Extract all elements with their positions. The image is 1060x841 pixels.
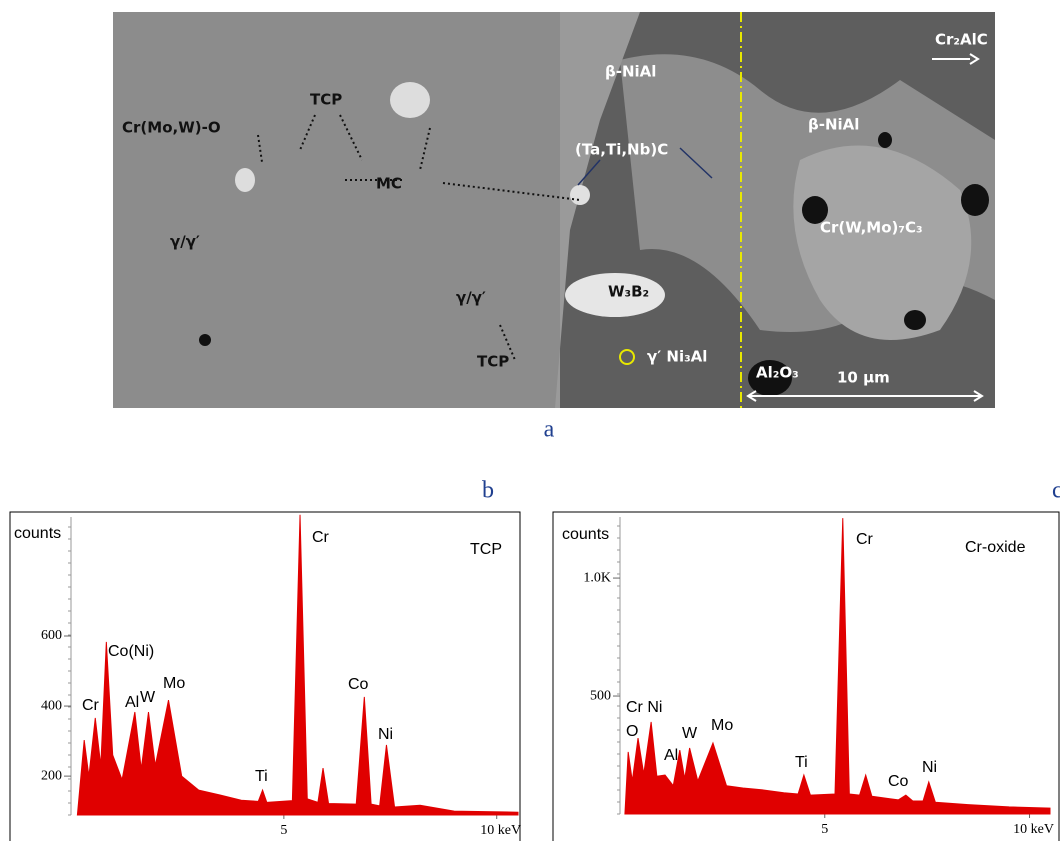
y-tick-label: 200 (41, 768, 62, 783)
frame (552, 511, 1060, 841)
peak-label: Ti (795, 754, 808, 771)
peak-label: W (140, 689, 156, 706)
micrograph-label: W₃B₂ (608, 283, 649, 301)
micrograph-labels: Cr₂AlC β-NiAl TCP Cr(Mo,W)-O MC (Ta,Ti,Nb)C β-… (122, 31, 988, 387)
micrograph-label: β-NiAl (808, 116, 859, 134)
panel-label: b (482, 478, 494, 504)
peak-label: Mo (163, 675, 185, 692)
micrograph-label: Cr₂AlC (935, 31, 988, 49)
micrograph-label: Al₂O₃ (756, 364, 799, 382)
peak-label: Al (664, 747, 678, 764)
micrograph-label: γ/γ′ (456, 289, 486, 307)
micrograph-label: β-NiAl (605, 63, 656, 81)
peak-label: Cr (856, 531, 874, 548)
micrograph-label: (Ta,Ti,Nb)C (575, 141, 668, 159)
y-axis-label: counts (14, 525, 61, 542)
note: TCP (470, 541, 502, 558)
y-axis-label: counts (562, 526, 609, 543)
x-tick-label: 5 (280, 823, 287, 838)
y-tick-label: 1.0K (583, 570, 611, 585)
micrograph-label: γ/γ′ (170, 233, 200, 251)
peak-label: Cr Ni (626, 699, 662, 716)
x-tick-label: 5 (821, 822, 828, 837)
y-tick-label: 400 (41, 698, 62, 713)
spectrum (76, 514, 519, 816)
peak-label: Ni (378, 726, 393, 743)
micrograph-label: TCP (310, 91, 342, 109)
frame (9, 511, 521, 841)
panel-label: c (1052, 478, 1060, 504)
micrograph-label: 10 μm (837, 369, 890, 387)
peak-label: Cr (312, 529, 330, 546)
peak-label: Al (125, 694, 139, 711)
micrograph-label: Cr(W,Mo)₇C₃ (820, 219, 923, 237)
spectrum (624, 518, 1051, 815)
peak-label: Co (888, 773, 909, 790)
micrograph-label: Cr(Mo,W)-O (122, 119, 221, 137)
note: Cr-oxide (965, 539, 1026, 556)
peak-label: Co (348, 676, 369, 693)
x-tick-label: 10 keV (480, 823, 521, 838)
y-tick-label: 600 (41, 628, 62, 643)
micrograph (113, 12, 995, 408)
y-tick-label: 500 (590, 688, 611, 703)
peak-label: Co(Ni) (108, 643, 154, 660)
micrograph-label: γ′ Ni₃Al (647, 348, 707, 366)
peak-label: Mo (711, 717, 733, 734)
panel-label: a (544, 417, 555, 443)
micrograph-label: MC (376, 175, 402, 193)
micrograph-label: TCP (477, 353, 509, 371)
peak-label: Ti (255, 768, 268, 785)
x-tick-label: 10 keV (1013, 822, 1054, 837)
peak-label: Cr (82, 697, 100, 714)
peak-label: Ni (922, 759, 937, 776)
peak-label: W (682, 725, 698, 742)
peak-label: O (626, 723, 638, 740)
